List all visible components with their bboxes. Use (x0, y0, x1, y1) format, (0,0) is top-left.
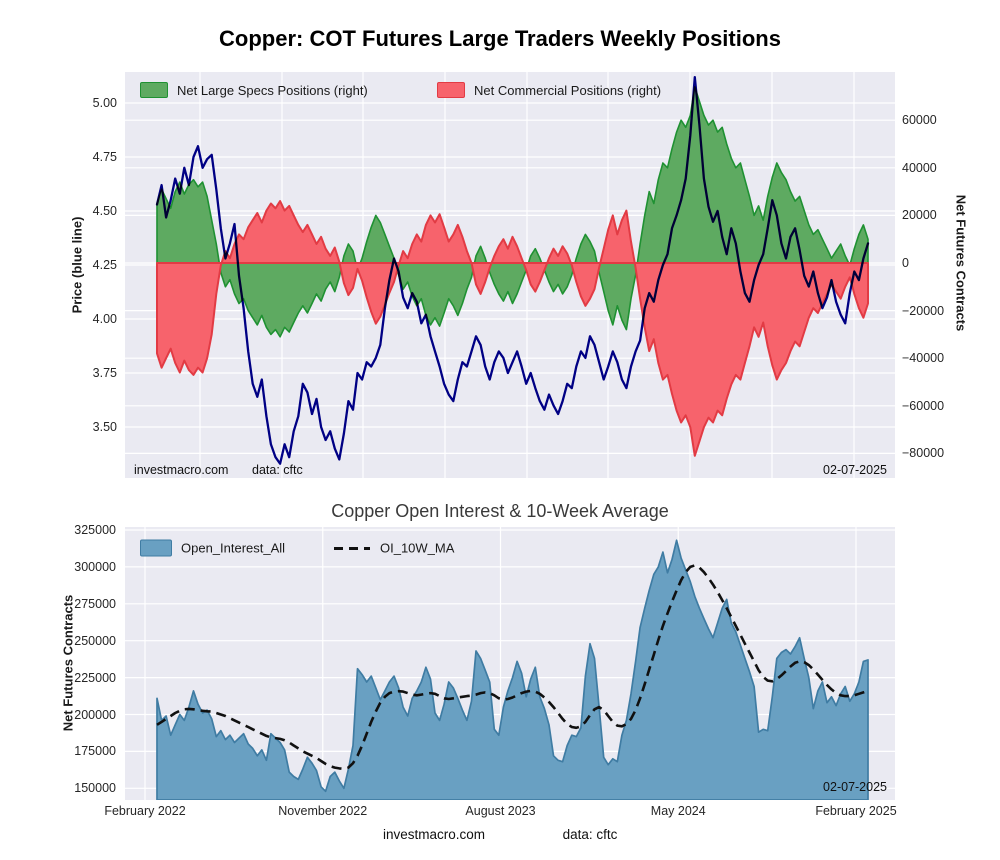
contracts-axis-tick: −40000 (902, 351, 945, 366)
legend-label-specs: Net Large Specs Positions (right) (177, 82, 368, 98)
date-axis-tick: February 2022 (104, 804, 186, 818)
contracts-axis-tick: −60000 (902, 398, 945, 413)
legend-item-specs: Net Large Specs Positions (right) (140, 82, 368, 98)
legend-item-comms: Net Commercial Positions (right) (437, 82, 661, 98)
top-plot-area (125, 72, 895, 478)
legend-item-ma: OI_10W_MA (333, 541, 454, 556)
top-left-axis-label: Price (blue line) (69, 216, 85, 314)
price-axis-tick: 4.50 (92, 204, 117, 218)
legend-swatch-comms (437, 82, 465, 98)
price-axis-tick: 4.75 (92, 150, 117, 164)
legend-swatch-open-interest (140, 539, 172, 557)
bottom-date-annotation: 02-07-2025 (823, 780, 887, 794)
date-axis-tick: November 2022 (278, 804, 368, 818)
oi-axis-tick: 250000 (74, 633, 116, 648)
legend-label-comms: Net Commercial Positions (right) (474, 82, 662, 98)
legend-label-ma: OI_10W_MA (380, 540, 455, 556)
bottom-left-axis-label: Net Futures Contracts (60, 594, 76, 732)
bottom-plot-area (125, 527, 895, 800)
price-axis-tick: 4.00 (92, 312, 117, 326)
footer-source: investmacro.com (382, 827, 486, 842)
contracts-axis-tick: 0 (902, 256, 909, 270)
dashed-line-icon (334, 546, 370, 550)
oi-axis-tick: 200000 (74, 707, 116, 722)
contracts-axis-tick: −80000 (902, 446, 945, 461)
date-axis-tick: February 2025 (815, 804, 897, 818)
date-axis-tick: May 2024 (650, 804, 706, 818)
contracts-axis-tick: 40000 (902, 160, 937, 175)
top-source-annotation: investmacro.com (134, 463, 229, 477)
price-axis-tick: 4.25 (92, 258, 117, 272)
oi-axis-tick: 225000 (74, 670, 116, 685)
legend-label-open-interest: Open_Interest_All (181, 540, 286, 556)
oi-axis-tick: 275000 (74, 596, 116, 611)
oi-axis-tick: 325000 (74, 523, 116, 537)
contracts-axis-tick: −20000 (902, 303, 945, 318)
top-data-annotation: data: cftc (252, 463, 303, 477)
contracts-axis-tick: 20000 (902, 208, 937, 223)
price-axis-tick: 3.75 (92, 366, 117, 380)
oi-axis-tick: 175000 (74, 744, 116, 759)
price-axis-tick: 3.50 (92, 420, 117, 434)
top-right-axis-label: Net Futures Contracts (953, 194, 969, 332)
date-axis-tick: August 2023 (465, 804, 536, 818)
top-date-annotation: 02-07-2025 (823, 463, 887, 477)
legend-swatch-specs (140, 82, 168, 98)
contracts-axis-tick: 60000 (902, 113, 937, 128)
oi-axis-tick: 300000 (74, 559, 116, 574)
chart-title: Copper: COT Futures Large Traders Weekly… (219, 26, 781, 51)
legend-item-open-interest: Open_Interest_All (140, 539, 286, 557)
price-axis-tick: 5.00 (92, 96, 117, 110)
oi-axis-tick: 150000 (74, 781, 116, 796)
footer-data: data: cftc (562, 827, 618, 842)
bottom-chart-title: Copper Open Interest & 10-Week Average (331, 501, 669, 521)
